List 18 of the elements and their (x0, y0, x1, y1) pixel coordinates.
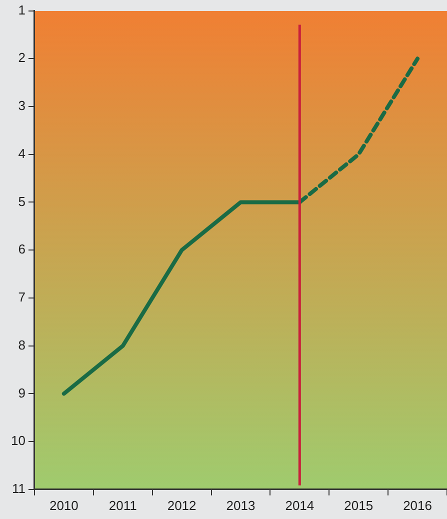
y-tick-label: 4 (18, 146, 26, 161)
y-tick-label: 9 (18, 385, 26, 400)
y-tick-label: 11 (12, 480, 26, 496)
y-tick-label: 8 (18, 337, 26, 352)
y-tick-label: 7 (18, 290, 26, 305)
x-tick-label: 2015 (344, 498, 374, 513)
x-tick-label: 2011 (108, 498, 137, 513)
x-tick-label: 2010 (49, 498, 78, 513)
x-tick-label: 2016 (403, 498, 432, 513)
y-tick-label: 6 (18, 242, 26, 257)
x-tick-label: 2013 (226, 498, 256, 513)
y-tick-label: 3 (18, 98, 26, 114)
y-tick-label: 1 (18, 2, 26, 18)
y-tick-label: 5 (18, 194, 26, 209)
x-tick-label: 2012 (167, 498, 196, 513)
y-tick-label: 2 (18, 50, 26, 66)
x-tick-label: 2014 (285, 498, 314, 513)
y-tick-label: 10 (10, 433, 26, 448)
